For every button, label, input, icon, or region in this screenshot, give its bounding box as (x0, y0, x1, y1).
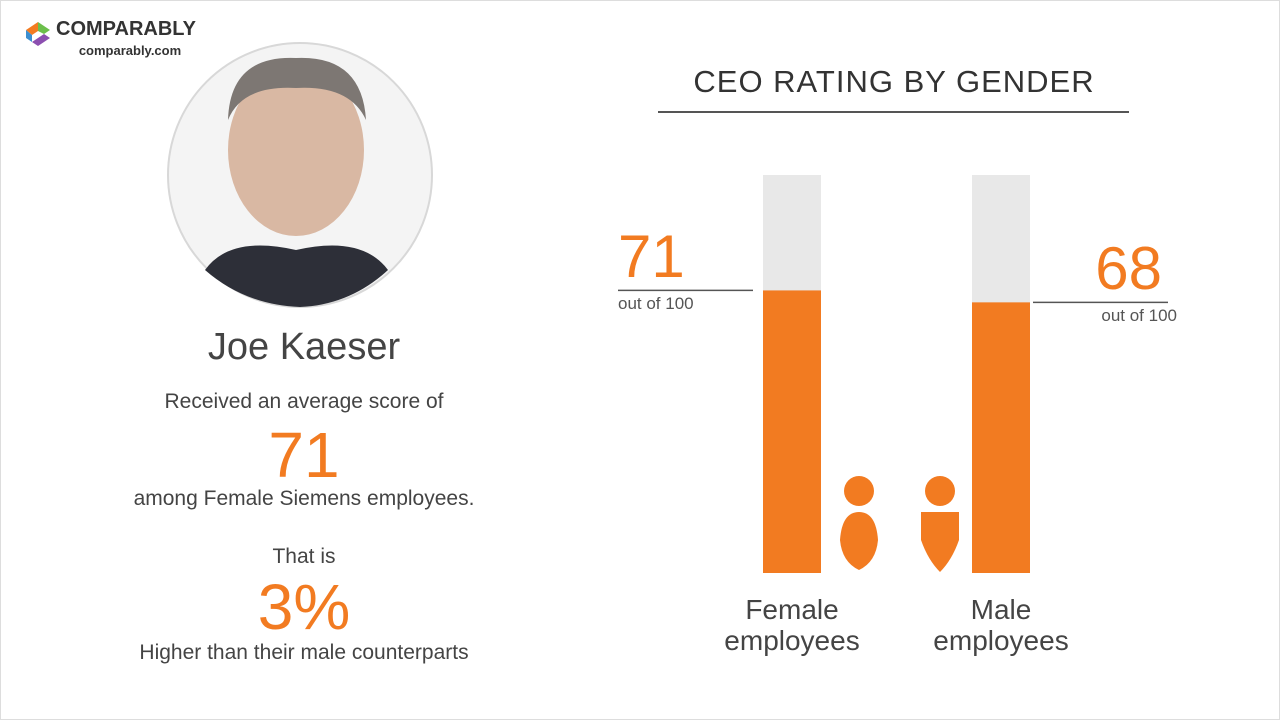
value-note: out of 100 (1101, 306, 1177, 326)
chart-title: CEO RATING BY GENDER (693, 64, 1095, 99)
score-context: among Female Siemens employees. (133, 487, 475, 510)
category-label: Male employees (933, 594, 1069, 656)
value-label: 68 (1095, 235, 1162, 303)
value-label: 71 (618, 223, 685, 291)
photo-placeholder (205, 57, 388, 307)
logo-url: comparably.com (78, 43, 182, 58)
difference: 3% (257, 571, 351, 643)
bar (763, 290, 821, 573)
score: 71 (268, 419, 340, 491)
value-note: out of 100 (618, 294, 694, 314)
category-label: Female employees (724, 594, 860, 656)
ceo-name: Joe Kaeser (207, 326, 401, 368)
intro: Received an average score of (164, 390, 444, 413)
logo-name: COMPARABLY (56, 18, 197, 40)
male-icon (921, 476, 959, 572)
female-icon (840, 476, 878, 570)
comparison-intro: That is (272, 545, 336, 568)
comparison-text: Higher than their male counterparts (139, 641, 469, 664)
bar (972, 302, 1030, 573)
logo-icon (26, 22, 50, 46)
